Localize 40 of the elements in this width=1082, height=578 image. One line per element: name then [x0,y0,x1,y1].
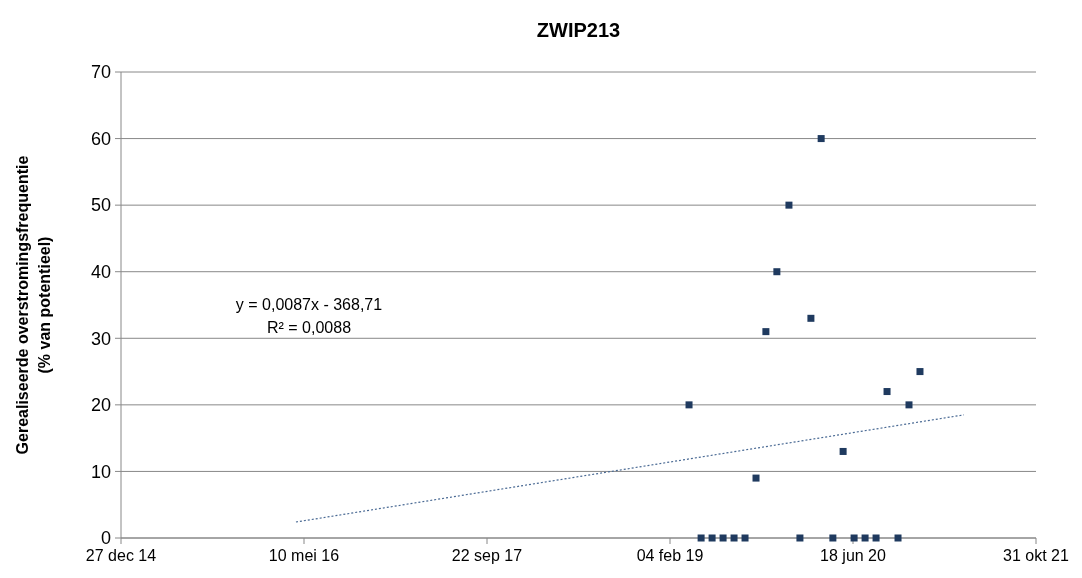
x-tick-label: 04 feb 19 [636,547,704,564]
point [829,534,837,542]
y-axis-title: Gerealiseerde overstromingsfrequentie (% van potentieel) [14,155,53,455]
point [708,534,716,542]
point [894,534,902,542]
annotation: R² = 0,0088 [266,319,352,337]
y-tick-label: 50 [90,195,111,216]
y-tick-label: 20 [90,395,111,416]
y-tick-label: 30 [90,328,111,349]
y-tick-label: 10 [90,461,111,482]
point [872,534,880,542]
chart-title: ZWIP213 [536,19,621,41]
x-tick-label: 31 okt 21 [1003,547,1070,564]
point [839,447,847,455]
y-tick-label: 0 [100,528,111,549]
point [905,401,913,409]
y-tick-label: 60 [90,128,111,149]
x-tick-label: 18 jun 20 [820,547,887,564]
x-tick-label: 27 dec 14 [85,547,157,564]
point [807,314,815,322]
annotation: y = 0,0087x - 368,71 [235,296,383,314]
point [916,368,924,376]
point [697,534,705,542]
point [730,534,738,542]
point [685,401,693,409]
point [796,534,804,542]
x-tick-label: 22 sep 17 [451,547,523,564]
y-tick-label: 40 [90,262,111,283]
y-tick-label: 70 [90,62,111,83]
point [850,534,858,542]
point [752,474,760,482]
point [817,135,825,143]
point [785,201,793,209]
point [762,328,770,336]
point [773,268,781,276]
point [861,534,869,542]
point [719,534,727,542]
point [741,534,749,542]
point [883,388,891,396]
x-tick-label: 10 mei 16 [268,547,340,564]
